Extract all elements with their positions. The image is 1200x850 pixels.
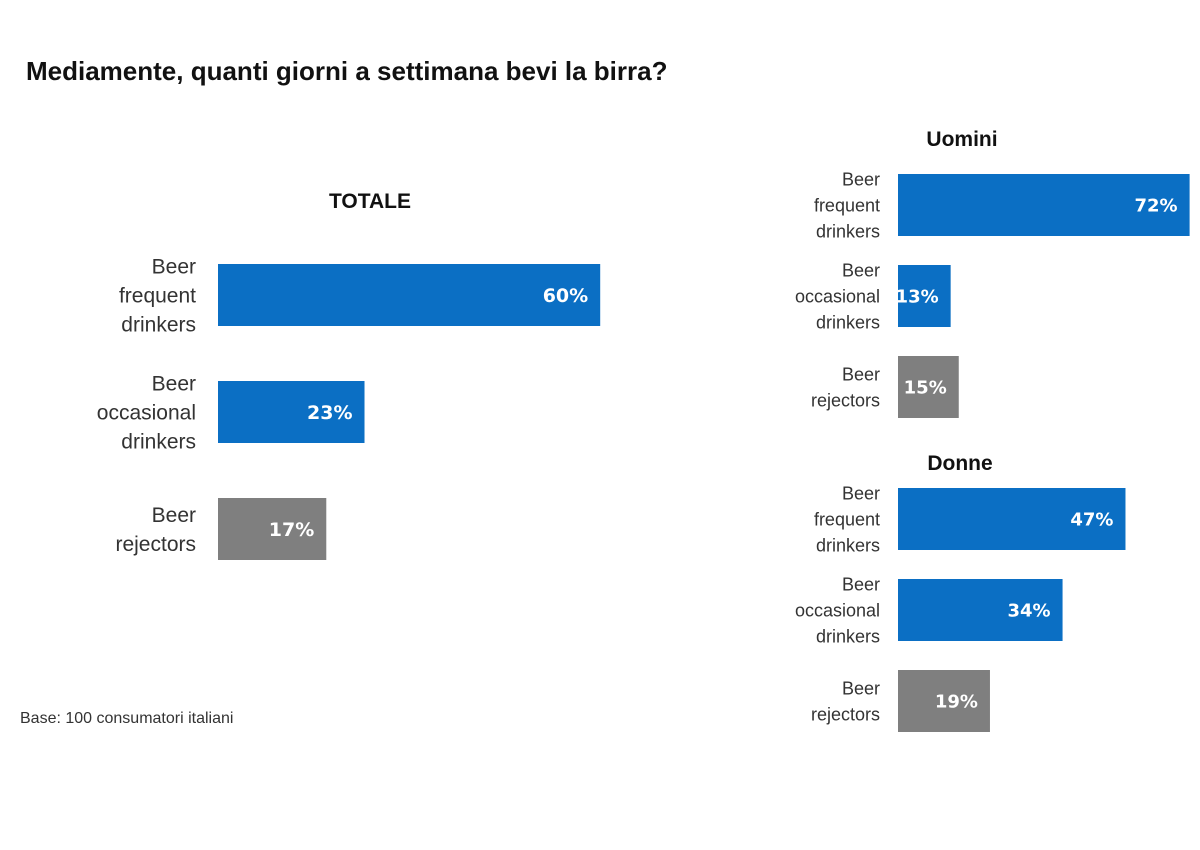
donne-value-label-3: 19% <box>935 691 978 712</box>
totale-bar-3 <box>218 498 327 560</box>
donne-chart-title: Donne <box>927 452 992 475</box>
totale-value-label-3: 17% <box>269 519 314 541</box>
footnote: Base: 100 consumatori italiani <box>20 710 234 727</box>
uomini-value-label-1: 72% <box>1135 195 1178 216</box>
totale-value-label-1: 60% <box>543 285 588 307</box>
uomini-bar-2 <box>898 265 951 327</box>
uomini-value-label-2: 13% <box>896 286 939 307</box>
uomini-category-label-3: Beer rejectors <box>811 364 880 410</box>
donne-value-label-1: 47% <box>1070 509 1113 530</box>
totale-bar-2 <box>218 381 365 443</box>
totale-chart-title: TOTALE <box>329 190 411 213</box>
donne-bar-3 <box>898 670 990 732</box>
uomini-category-label-2: Beer occasional drinkers <box>795 260 880 332</box>
totale-bar-1 <box>218 264 601 326</box>
donne-category-label-1: Beer frequent drinkers <box>814 483 880 555</box>
uomini-category-label-1: Beer frequent drinkers <box>814 169 880 241</box>
uomini-bar-1 <box>898 174 1190 236</box>
totale-category-label-3: Beer rejectors <box>115 504 196 556</box>
totale-category-label-1: Beer frequent drinkers <box>119 255 196 336</box>
donne-category-label-3: Beer rejectors <box>811 678 880 724</box>
donne-bar-2 <box>898 579 1063 641</box>
page-title: Mediamente, quanti giorni a settimana be… <box>26 56 668 86</box>
donne-category-label-2: Beer occasional drinkers <box>795 574 880 646</box>
totale-category-label-2: Beer occasional drinkers <box>97 372 196 453</box>
uomini-chart-title: Uomini <box>926 128 997 151</box>
uomini-value-label-3: 15% <box>904 377 947 398</box>
donne-bar-1 <box>898 488 1126 550</box>
uomini-bar-3 <box>898 356 959 418</box>
donne-value-label-2: 34% <box>1007 600 1050 621</box>
totale-value-label-2: 23% <box>307 402 352 424</box>
